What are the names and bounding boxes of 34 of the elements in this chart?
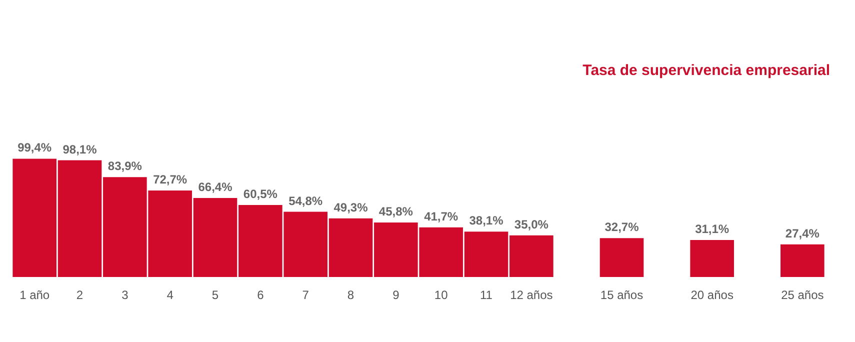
data-label: 98,1% <box>62 142 98 156</box>
x-tick-label: 4 <box>166 288 174 302</box>
x-tick-label: 7 <box>302 288 310 302</box>
chart-title: Tasa de supervivencia empresarial <box>582 62 830 79</box>
data-label: 27,4% <box>785 226 820 240</box>
x-tick-label: 2 <box>76 288 84 302</box>
x-tick-label: 10 <box>434 288 448 302</box>
x-tick-label: 1 año <box>20 288 50 302</box>
data-label: 49,3% <box>334 200 368 214</box>
x-tick-label: 25 años <box>781 288 824 302</box>
data-label: 45,8% <box>378 204 414 218</box>
bar <box>780 244 824 277</box>
data-label: 99,4% <box>18 140 52 155</box>
data-label: 38,1% <box>469 214 504 228</box>
data-label: 72,7% <box>153 172 188 186</box>
x-tick-label: 6 <box>257 288 264 302</box>
data-label: 66,4% <box>198 180 233 194</box>
x-tick-label: 12 años <box>510 288 553 302</box>
data-label: 41,7% <box>424 209 458 224</box>
x-tick-label: 5 <box>212 288 219 302</box>
data-label: 54,8% <box>288 194 323 208</box>
x-tick-label: 8 <box>347 288 354 302</box>
bar <box>690 240 734 277</box>
data-label: 60,5% <box>243 187 278 202</box>
x-tick-label: 20 años <box>690 288 734 302</box>
x-tick-label: 11 <box>480 288 493 302</box>
x-tick-label: 15 años <box>600 288 644 302</box>
x-tick-label: 9 <box>392 288 400 302</box>
data-label: 32,7% <box>604 220 640 234</box>
data-label: 83,9% <box>108 159 142 174</box>
x-tick-label: 3 <box>122 288 129 302</box>
bar <box>600 238 644 277</box>
data-label: 35,0% <box>514 217 549 232</box>
data-label: 31,1% <box>695 222 730 236</box>
